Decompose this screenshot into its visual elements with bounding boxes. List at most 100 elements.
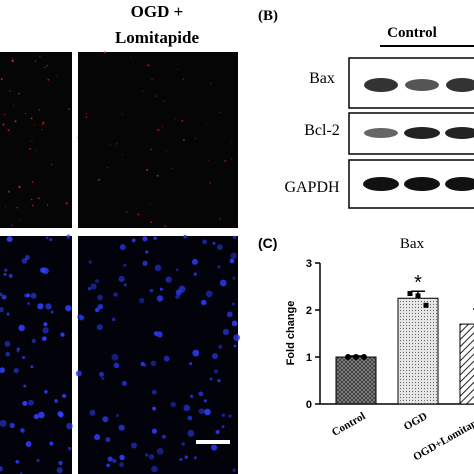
cell [178, 285, 186, 293]
cell [140, 361, 145, 367]
cell [194, 456, 197, 460]
image-panel [78, 52, 238, 228]
cell [175, 119, 177, 121]
cell [0, 466, 3, 472]
cell [94, 434, 101, 441]
band [445, 127, 474, 139]
cell [24, 113, 26, 115]
cell [65, 202, 68, 205]
cell [115, 414, 120, 418]
cell [119, 454, 125, 461]
cell [217, 378, 221, 383]
cell [131, 442, 137, 449]
data-point [345, 354, 351, 360]
cell [189, 362, 193, 366]
data-point [415, 293, 421, 299]
cell [45, 236, 49, 240]
cell [215, 429, 220, 435]
column-title: Lomitapide [115, 28, 200, 47]
cell [130, 56, 132, 58]
cell [94, 307, 100, 313]
cell [37, 197, 40, 200]
y-tick-label: 3 [306, 258, 312, 270]
bar [397, 297, 439, 405]
cell [231, 142, 232, 143]
cell [211, 353, 219, 360]
band [364, 78, 398, 92]
cell [182, 78, 185, 81]
cell [148, 454, 155, 460]
cell [49, 441, 54, 446]
cell [5, 206, 7, 208]
cell [8, 90, 11, 93]
cell [31, 204, 34, 207]
cell [102, 416, 109, 423]
cell [11, 59, 14, 63]
cell [18, 185, 21, 189]
cell [90, 283, 97, 290]
cell [151, 465, 158, 473]
cell [44, 390, 48, 394]
cell [121, 154, 123, 156]
cell [67, 108, 70, 111]
cell [118, 424, 125, 431]
cell [87, 287, 92, 291]
cell [111, 317, 116, 322]
cell [161, 125, 164, 127]
cell [107, 456, 113, 462]
blot-box [348, 112, 474, 155]
cell [16, 349, 20, 353]
cell [56, 75, 58, 77]
cell [30, 198, 33, 201]
cell [13, 367, 19, 374]
cell [97, 294, 103, 301]
cell [187, 415, 193, 421]
cell [38, 109, 40, 111]
cell [191, 258, 198, 265]
x-tick-label: Control [330, 410, 368, 439]
cell [151, 389, 157, 395]
cell [101, 376, 105, 380]
blot-label: Bax [309, 70, 335, 87]
cell [182, 138, 185, 141]
band [446, 78, 474, 92]
x-tick-label: OGD [402, 410, 430, 433]
cell [31, 140, 33, 142]
cell [123, 283, 127, 287]
cell [222, 328, 230, 336]
band [405, 79, 439, 91]
cell [139, 297, 145, 304]
y-tick-label: 2 [306, 305, 312, 317]
cell [150, 221, 153, 224]
cell [18, 324, 26, 332]
cell [39, 55, 41, 57]
cell [207, 159, 210, 161]
cell [214, 369, 218, 374]
cell [119, 462, 124, 467]
cell [153, 236, 157, 240]
cell [54, 399, 58, 403]
cell [221, 425, 225, 429]
blot-label: Bcl-2 [304, 122, 340, 139]
cell [37, 303, 44, 310]
image-panel [78, 236, 238, 474]
cell [219, 218, 221, 220]
cell [171, 167, 173, 170]
cell [31, 338, 36, 344]
cell [192, 349, 200, 357]
cell [41, 123, 44, 126]
cell [79, 315, 83, 319]
significance-marker: * [414, 272, 422, 294]
cell [42, 327, 49, 334]
cell [30, 365, 34, 369]
cell [12, 105, 14, 107]
cell [226, 311, 233, 318]
cell [6, 312, 10, 316]
cell [45, 303, 52, 310]
cell [109, 144, 111, 146]
band [445, 177, 474, 191]
cell [164, 225, 167, 228]
cell [212, 242, 216, 245]
cell [203, 399, 207, 403]
cell [151, 78, 153, 81]
